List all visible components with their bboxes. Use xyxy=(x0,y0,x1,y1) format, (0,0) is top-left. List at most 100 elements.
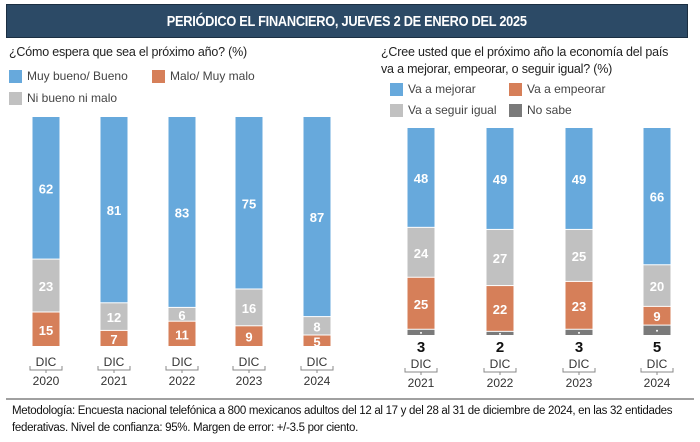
bar-segment-muy-bueno-bueno xyxy=(168,117,196,307)
legend-swatch-orange xyxy=(509,82,522,96)
legend-swatch-darkgray xyxy=(509,103,522,117)
tick-label-year: 2021 xyxy=(408,376,435,390)
legend-swatch-gray xyxy=(390,103,403,117)
data-label: 83 xyxy=(175,205,189,220)
bar-segment-muy-bueno-bueno xyxy=(32,117,60,259)
bar-segment-ni-bueno-ni-malo xyxy=(235,289,263,326)
data-label-no-sabe: 2 xyxy=(496,339,504,356)
legend-swatch-blue xyxy=(9,69,22,83)
legend-muy-bueno: Muy bueno/ Bueno xyxy=(9,69,128,83)
tick-label-month: DIC xyxy=(307,355,328,369)
tick-label-month: DIC xyxy=(490,357,511,371)
tick-bracket xyxy=(97,366,131,373)
bar-segment-ni-bueno-ni-malo xyxy=(32,259,60,312)
data-label: 62 xyxy=(39,181,53,196)
bar-segment-va-a-mejorar xyxy=(486,128,514,229)
bar-segment-ni-bueno-ni-malo xyxy=(303,317,331,335)
tick-bracket xyxy=(404,368,438,375)
no-sabe-dot xyxy=(420,331,422,334)
tick-label-year: 2023 xyxy=(236,374,263,388)
tick-label-year: 2020 xyxy=(33,374,60,388)
bar-segment-malo-muy-malo xyxy=(168,321,196,346)
bar-segment-muy-bueno-bueno xyxy=(235,117,263,289)
legend-label: Va a mejorar xyxy=(408,82,476,96)
right-chart-title-line1: ¿Cree usted que el próximo año la econom… xyxy=(381,45,669,59)
data-label: 25 xyxy=(414,297,428,312)
data-label: 22 xyxy=(493,302,507,317)
data-label-no-sabe: 5 xyxy=(653,339,661,356)
data-label: 49 xyxy=(572,172,586,187)
data-label: 15 xyxy=(39,323,53,338)
tick-bracket xyxy=(165,366,199,373)
legend-no-sabe: No sabe xyxy=(509,103,572,117)
data-label: 7 xyxy=(110,332,117,347)
data-label: 8 xyxy=(313,319,320,334)
data-label: 25 xyxy=(572,249,586,264)
bar-segment-va-a-mejorar xyxy=(643,128,671,265)
footer-divider xyxy=(6,398,694,400)
data-label: 75 xyxy=(242,196,256,211)
data-label: 23 xyxy=(39,279,53,294)
tick-label-year: 2024 xyxy=(304,374,331,388)
legend-label: Va a empeorar xyxy=(527,82,606,96)
data-label: 11 xyxy=(175,327,189,342)
data-label-no-sabe: 3 xyxy=(575,339,583,356)
legend-swatch-blue xyxy=(390,82,403,96)
bar-segment-malo-muy-malo xyxy=(100,330,128,346)
data-label: 81 xyxy=(107,203,121,218)
bar-segment-va-a-seguir-igual xyxy=(407,227,435,277)
data-label: 20 xyxy=(650,279,664,294)
tick-bracket xyxy=(29,366,63,373)
tick-bracket xyxy=(300,366,334,373)
legend-label: Malo/ Muy malo xyxy=(170,69,255,83)
data-label: 9 xyxy=(245,330,252,345)
tick-bracket xyxy=(640,368,674,375)
legend-label: Ni bueno ni malo xyxy=(27,91,118,105)
data-label: 87 xyxy=(310,210,324,225)
data-label: 23 xyxy=(572,299,586,314)
tick-label-month: DIC xyxy=(104,355,125,369)
bar-segment-muy-bueno-bueno xyxy=(100,117,128,303)
tick-bracket xyxy=(562,368,596,375)
header-banner: PERIÓDICO EL FINANCIERO, JUEVES 2 DE ENE… xyxy=(6,4,688,38)
legend-seguir-igual: Va a seguir igual xyxy=(390,103,497,117)
legend-label: Muy bueno/ Bueno xyxy=(27,69,128,83)
tick-label-month: DIC xyxy=(172,355,193,369)
bar-segment-va-a-mejorar xyxy=(565,128,593,229)
legend-swatch-gray xyxy=(9,91,22,105)
bar-segment-va-a-seguir-igual xyxy=(565,229,593,281)
bar-segment-ni-bueno-ni-malo xyxy=(168,307,196,321)
legend-malo: Malo/ Muy malo xyxy=(152,69,255,83)
bar-segment-va-a-empeorar xyxy=(565,281,593,329)
methodology-note: Metodología: Encuesta nacional telefónic… xyxy=(12,405,673,434)
data-label: 27 xyxy=(493,251,507,266)
legend-mejorar: Va a mejorar xyxy=(390,82,476,96)
tick-label-month: DIC xyxy=(239,355,260,369)
no-sabe-dot xyxy=(499,332,501,335)
data-label: 5 xyxy=(313,334,320,349)
tick-label-month: DIC xyxy=(36,355,57,369)
tick-label-year: 2022 xyxy=(169,374,196,388)
bar-segment-va-a-seguir-igual xyxy=(643,265,671,306)
data-label: 48 xyxy=(414,171,428,186)
header-title: PERIÓDICO EL FINANCIERO, JUEVES 2 DE ENE… xyxy=(167,12,527,30)
bar-segment-malo-muy-malo xyxy=(303,335,331,346)
left-chart-title: ¿Cómo espera que sea el próximo año? (%) xyxy=(9,45,247,59)
bar-segment-va-a-empeorar xyxy=(643,306,671,325)
bar-segment-muy-bueno-bueno xyxy=(303,117,331,317)
data-label: 6 xyxy=(178,308,185,323)
legend-label: No sabe xyxy=(527,103,572,117)
bar-segment-va-a-seguir-igual xyxy=(486,229,514,286)
tick-label-year: 2023 xyxy=(566,376,593,390)
data-label: 9 xyxy=(653,309,660,324)
right-chart-title-line2: va a mejorar, empeorar, o seguir igual? … xyxy=(381,62,613,76)
data-label: 49 xyxy=(493,172,507,187)
tick-label-month: DIC xyxy=(411,357,432,371)
tick-label-month: DIC xyxy=(647,357,668,371)
bar-segment-va-a-empeorar xyxy=(407,277,435,329)
bar-segment-malo-muy-malo xyxy=(32,312,60,346)
tick-label-year: 2024 xyxy=(644,376,671,390)
bar-segment-va-a-empeorar xyxy=(486,286,514,331)
data-label: 66 xyxy=(650,190,664,205)
